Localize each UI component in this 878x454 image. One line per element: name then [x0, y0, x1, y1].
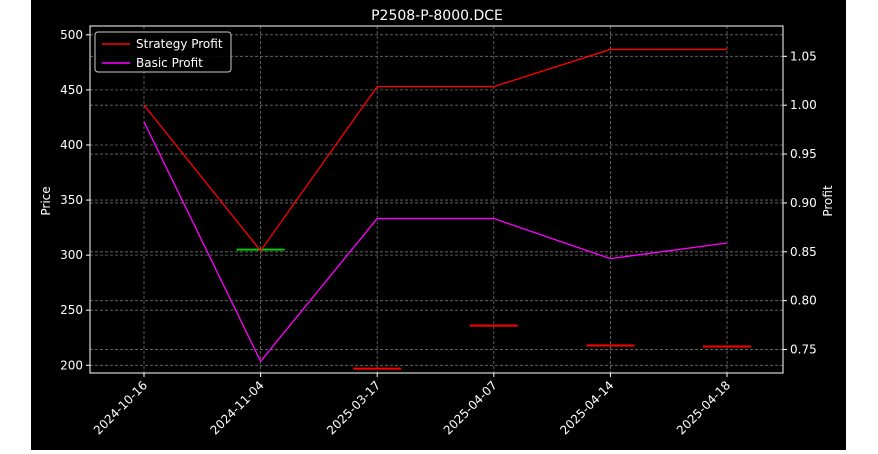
y-tick-label-right: 1.00: [790, 98, 817, 112]
y-tick-label-left: 400: [60, 138, 83, 152]
y-tick-label-right: 0.80: [790, 294, 817, 308]
x-tick-label: 2025-04-07: [441, 378, 500, 437]
x-tick-label: 2025-04-14: [557, 378, 616, 437]
series-line-basic-profit: [143, 121, 728, 363]
series-lines: [143, 48, 728, 363]
legend-label: Basic Profit: [136, 56, 203, 70]
axis-ticks: 2024-10-16 2024-11-04 2025-03-17 2025-04-07…: [60, 28, 817, 438]
x-tick-label: 2025-04-18: [674, 378, 733, 437]
plot-frame: [89, 25, 784, 374]
chart-figure: 2024-10-16 2024-11-04 2025-03-17 2025-04-07…: [31, 0, 846, 450]
y-axis-label-right: Profit: [821, 185, 835, 217]
y-tick-label-left: 500: [60, 28, 83, 42]
legend-box: [94, 31, 232, 73]
y-tick-label-left: 300: [60, 248, 83, 262]
grid-lines: [90, 26, 783, 373]
series-line-strategy-profit: [143, 48, 727, 252]
y-tick-label-right: 1.05: [790, 49, 817, 63]
y-tick-label-right: 0.75: [790, 343, 817, 357]
trade-markers: [236, 248, 751, 370]
y-tick-label-left: 200: [60, 358, 83, 372]
x-tick-label: 2024-10-16: [91, 378, 150, 437]
y-tick-label-left: 250: [60, 303, 83, 317]
x-tick-label: 2024-11-04: [208, 378, 267, 437]
y-tick-label-right: 0.90: [790, 196, 817, 210]
legend-label: Strategy Profit: [136, 37, 223, 51]
legend: Strategy Profit Basic Profit: [94, 31, 232, 73]
y-tick-label-right: 0.85: [790, 245, 817, 259]
y-axis-label-left: Price: [39, 186, 53, 215]
y-tick-label-right: 0.95: [790, 147, 817, 161]
x-tick-label: 2025-03-17: [324, 378, 383, 437]
chart-title: P2508-P-8000.DCE: [371, 8, 503, 24]
y-tick-label-left: 350: [60, 193, 83, 207]
chart-svg: 2024-10-16 2024-11-04 2025-03-17 2025-04-07…: [39, 8, 835, 438]
y-tick-label-left: 450: [60, 83, 83, 97]
